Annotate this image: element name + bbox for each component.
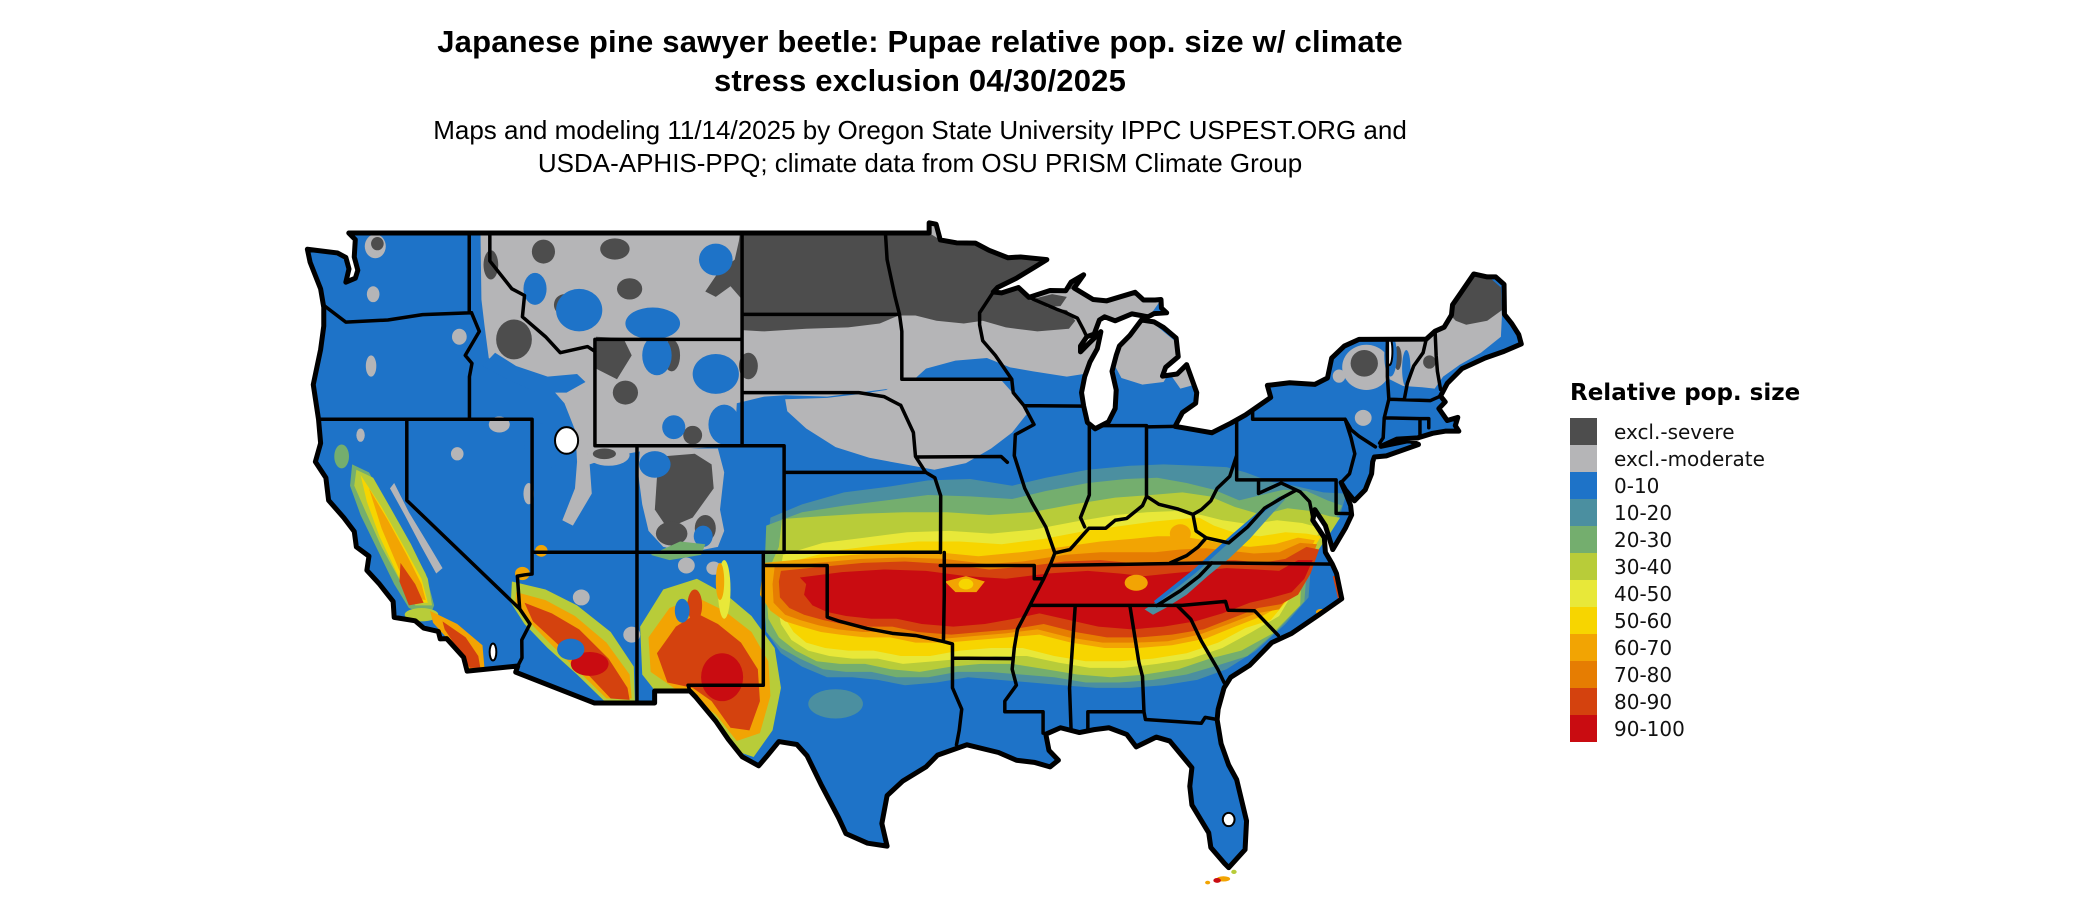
legend-swatch-20-30	[1570, 526, 1597, 553]
legend-item-10-20: 10-20	[1570, 499, 1900, 526]
legend-label: 90-100	[1614, 716, 1685, 741]
legend-swatch-50-60	[1570, 607, 1597, 634]
conus-outline	[307, 223, 1521, 868]
legend-swatch-0-10	[1570, 472, 1597, 499]
western-hotspots-layer	[334, 444, 781, 758]
map-subtitle-line2: USDA-APHIS-PPQ; climate data from OSU PR…	[537, 148, 1303, 178]
legend-rows: excl.-severe excl.-moderate 0-10 10-20 2…	[1570, 418, 1900, 742]
legend-item-90-100: 90-100	[1570, 715, 1900, 742]
map-title-line2: stress exclusion 04/30/2025	[713, 63, 1127, 98]
map-projection-group	[281, 206, 1542, 892]
legend-item-60-70: 60-70	[1570, 634, 1900, 661]
legend-swatch-10-20	[1570, 499, 1597, 526]
legend-label: 60-70	[1614, 635, 1673, 660]
legend-swatch-90-100	[1570, 715, 1597, 742]
legend-item-80-90: 80-90	[1570, 688, 1900, 715]
legend-label: 70-80	[1614, 662, 1673, 687]
legend-swatch-60-70	[1570, 634, 1597, 661]
header: Japanese pine sawyer beetle: Pupae relat…	[0, 22, 1840, 180]
legend-label: 50-60	[1614, 608, 1673, 633]
legend-swatch-30-40	[1570, 553, 1597, 580]
legend-item-0-10: 0-10	[1570, 472, 1900, 499]
legend-item-70-80: 70-80	[1570, 661, 1900, 688]
state-borders	[319, 233, 1441, 745]
legend-item-30-40: 30-40	[1570, 553, 1900, 580]
legend-swatch-80-90	[1570, 688, 1597, 715]
legend-title: Relative pop. size	[1570, 380, 1801, 406]
legend-label: 30-40	[1614, 554, 1673, 579]
legend-swatch-70-80	[1570, 661, 1597, 688]
legend-item-50-60: 50-60	[1570, 607, 1900, 634]
map-fill-layers	[307, 222, 1522, 868]
legend-label: 40-50	[1614, 581, 1673, 606]
legend-swatch-40-50	[1570, 580, 1597, 607]
legend-swatch-excl-severe	[1570, 418, 1597, 445]
map-subtitle-line1: Maps and modeling 11/14/2025 by Oregon S…	[433, 115, 1407, 145]
legend-item-20-30: 20-30	[1570, 526, 1900, 553]
legend-label: 20-30	[1614, 527, 1673, 552]
legend-item-excl-moderate: excl.-moderate	[1570, 445, 1900, 472]
legend-swatch-excl-moderate	[1570, 445, 1597, 472]
legend-item-40-50: 40-50	[1570, 580, 1900, 607]
map-title-line1: Japanese pine sawyer beetle: Pupae relat…	[437, 24, 1403, 59]
legend-label: excl.-severe	[1614, 419, 1735, 444]
legend-label: 0-10	[1614, 473, 1660, 498]
map-subtitle: Maps and modeling 11/14/2025 by Oregon S…	[0, 114, 1840, 180]
map-title: Japanese pine sawyer beetle: Pupae relat…	[0, 22, 1840, 100]
legend-label: 80-90	[1614, 689, 1673, 714]
legend-label: 10-20	[1614, 500, 1673, 525]
florida-keys	[1205, 869, 1237, 885]
legend: Relative pop. size excl.-severe excl.-mo…	[1570, 380, 1900, 742]
legend-label: excl.-moderate	[1614, 446, 1765, 471]
legend-item-excl-severe: excl.-severe	[1570, 418, 1900, 445]
